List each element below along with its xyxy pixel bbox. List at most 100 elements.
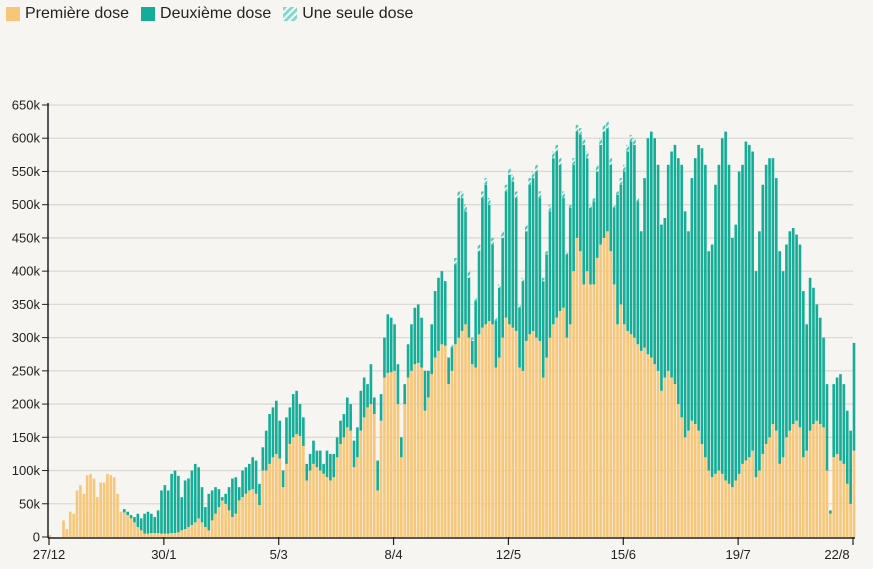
bar-first-dose[interactable]: [376, 490, 379, 537]
bar-second-dose[interactable]: [443, 281, 447, 346]
bar-first-dose[interactable]: [535, 337, 538, 537]
bar-first-dose[interactable]: [393, 370, 396, 537]
bar-second-dose[interactable]: [791, 227, 795, 425]
bar-first-dose[interactable]: [802, 457, 805, 537]
bar-second-dose[interactable]: [535, 171, 538, 338]
bar-second-dose[interactable]: [372, 397, 376, 415]
bar-first-dose[interactable]: [734, 480, 738, 537]
bar-first-dose[interactable]: [102, 482, 106, 537]
bar-first-dose[interactable]: [285, 463, 288, 537]
bar-first-dose[interactable]: [106, 473, 109, 537]
bar-first-dose[interactable]: [639, 350, 643, 537]
bar-first-dose[interactable]: [589, 284, 592, 537]
bar-first-dose[interactable]: [677, 404, 680, 537]
bar-second-dose[interactable]: [342, 414, 346, 438]
bar-second-dose[interactable]: [720, 138, 724, 474]
bar-second-dose[interactable]: [190, 470, 194, 526]
bar-second-dose[interactable]: [714, 184, 717, 474]
bar-single-dose[interactable]: [616, 191, 619, 195]
bar-first-dose[interactable]: [727, 483, 731, 537]
bar-second-dose[interactable]: [683, 211, 687, 438]
bar-first-dose[interactable]: [531, 330, 535, 537]
bar-single-dose[interactable]: [491, 237, 494, 245]
bar-second-dose[interactable]: [538, 198, 542, 341]
bar-second-dose[interactable]: [825, 384, 829, 471]
bar-second-dose[interactable]: [747, 144, 751, 458]
bar-second-dose[interactable]: [822, 337, 825, 428]
bar-first-dose[interactable]: [602, 237, 606, 537]
bar-second-dose[interactable]: [761, 184, 765, 454]
bar-single-dose[interactable]: [565, 251, 569, 255]
bar-second-dose[interactable]: [568, 208, 572, 325]
bar-second-dose[interactable]: [383, 337, 386, 378]
bar-single-dose[interactable]: [474, 297, 477, 302]
legend-item-second-dose[interactable]: Deuxième dose: [141, 5, 271, 23]
bar-first-dose[interactable]: [204, 527, 207, 537]
bar-second-dose[interactable]: [420, 317, 423, 368]
bar-second-dose[interactable]: [386, 314, 390, 373]
bar-first-dose[interactable]: [396, 404, 400, 537]
bar-second-dose[interactable]: [487, 204, 491, 321]
bar-second-dose[interactable]: [332, 453, 336, 478]
bar-first-dose[interactable]: [180, 530, 184, 537]
bar-first-dose[interactable]: [305, 480, 309, 537]
bar-second-dose[interactable]: [430, 324, 434, 375]
bar-second-dose[interactable]: [734, 224, 738, 481]
bar-single-dose[interactable]: [525, 224, 528, 232]
bar-first-dose[interactable]: [352, 467, 356, 537]
bar-first-dose[interactable]: [724, 480, 727, 537]
bar-second-dose[interactable]: [210, 490, 214, 521]
bar-first-dose[interactable]: [261, 470, 265, 537]
bar-first-dose[interactable]: [315, 467, 319, 537]
bar-second-dose[interactable]: [764, 164, 768, 444]
bar-second-dose[interactable]: [305, 463, 309, 481]
bar-second-dose[interactable]: [450, 347, 454, 371]
bar-first-dose[interactable]: [454, 344, 457, 537]
bar-first-dose[interactable]: [416, 362, 420, 537]
bar-first-dose[interactable]: [214, 513, 217, 537]
bar-first-dose[interactable]: [150, 533, 153, 537]
bar-second-dose[interactable]: [129, 515, 133, 519]
bar-first-dose[interactable]: [511, 327, 515, 537]
bar-second-dose[interactable]: [622, 171, 626, 325]
bar-first-dose[interactable]: [832, 457, 836, 537]
bar-first-dose[interactable]: [514, 330, 518, 537]
bar-first-dose[interactable]: [508, 324, 511, 537]
bar-first-dose[interactable]: [72, 513, 75, 537]
bar-first-dose[interactable]: [187, 527, 190, 537]
bar-first-dose[interactable]: [754, 477, 758, 537]
bar-first-dose[interactable]: [501, 337, 504, 537]
bar-single-dose[interactable]: [619, 178, 623, 185]
bar-second-dose[interactable]: [528, 184, 532, 335]
bar-first-dose[interactable]: [82, 493, 86, 537]
bar-second-dose[interactable]: [318, 450, 322, 471]
bar-second-dose[interactable]: [504, 191, 508, 318]
bar-second-dose[interactable]: [842, 384, 846, 464]
bar-second-dose[interactable]: [514, 198, 518, 331]
bar-first-dose[interactable]: [761, 453, 765, 537]
bar-first-dose[interactable]: [680, 417, 684, 537]
bar-first-dose[interactable]: [369, 404, 373, 537]
bar-first-dose[interactable]: [160, 533, 163, 537]
bar-second-dose[interactable]: [687, 231, 690, 431]
bar-second-dose[interactable]: [187, 478, 190, 528]
bar-second-dose[interactable]: [204, 507, 207, 528]
bar-first-dose[interactable]: [163, 533, 167, 537]
bar-first-dose[interactable]: [241, 497, 244, 537]
bar-second-dose[interactable]: [126, 511, 130, 516]
bar-second-dose[interactable]: [447, 357, 450, 385]
bar-second-dose[interactable]: [281, 470, 285, 488]
bar-first-dose[interactable]: [234, 513, 238, 537]
bar-first-dose[interactable]: [599, 244, 602, 538]
bar-first-dose[interactable]: [606, 231, 609, 537]
bar-first-dose[interactable]: [612, 284, 616, 537]
bar-second-dose[interactable]: [244, 467, 248, 494]
bar-second-dose[interactable]: [166, 490, 170, 534]
bar-first-dose[interactable]: [339, 443, 342, 537]
bar-first-dose[interactable]: [403, 404, 407, 537]
bar-first-dose[interactable]: [146, 533, 150, 537]
bar-second-dose[interactable]: [805, 324, 809, 451]
bar-first-dose[interactable]: [342, 437, 346, 537]
bar-first-dose[interactable]: [119, 511, 123, 537]
bar-first-dose[interactable]: [427, 397, 430, 537]
